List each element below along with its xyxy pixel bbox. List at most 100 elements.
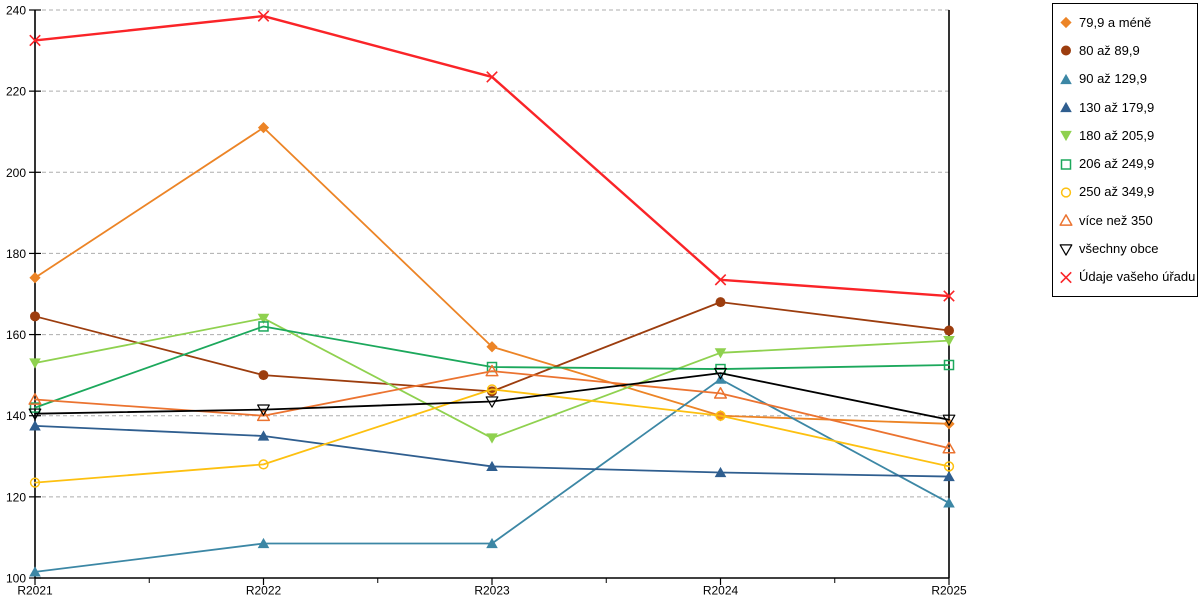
marker-triangle-down [28, 408, 42, 420]
marker-circle [943, 461, 955, 472]
marker-triangle-down [714, 348, 727, 359]
marker-x [486, 71, 498, 83]
legend-item: 90 až 129,9 [1059, 65, 1197, 93]
legend-marker-triangle-up-icon [1060, 73, 1072, 84]
marker-triangle-up [1060, 101, 1072, 113]
marker-x [714, 274, 727, 286]
series-9 [29, 10, 955, 302]
legend-label: více než 350 [1079, 212, 1153, 228]
marker-triangle-down [1059, 243, 1073, 256]
marker-triangle-up [714, 466, 727, 478]
marker-circle [715, 410, 726, 421]
marker-triangle-up [485, 364, 499, 377]
marker-triangle-up [486, 537, 498, 549]
y-axis-label: 180 [6, 247, 26, 261]
legend-marker-triangle-down-icon [1059, 243, 1073, 256]
legend-item: 80 až 89,9 [1059, 36, 1197, 64]
marker-circle [944, 325, 954, 336]
x-axis-label: R2022 [246, 584, 282, 598]
legend-item: 250 až 349,9 [1059, 178, 1197, 206]
marker-triangle-up [713, 387, 728, 399]
marker-diamond [1060, 17, 1072, 29]
y-axis-label: 160 [6, 328, 26, 342]
marker-triangle-up [486, 460, 498, 472]
marker-triangle-down [714, 367, 727, 380]
marker-diamond [29, 272, 41, 284]
legend-marker-triangle-down-icon [1060, 131, 1072, 142]
legend-label: 79,9 a méně [1079, 14, 1152, 30]
y-axis-label: 220 [6, 85, 26, 99]
legend-label: 180 až 205,9 [1079, 127, 1155, 143]
legend-marker-diamond-icon [1060, 17, 1072, 29]
legend-label: 90 až 129,9 [1079, 71, 1147, 87]
marker-circle [715, 297, 726, 308]
marker-square [1060, 158, 1072, 170]
marker-triangle-up [28, 393, 42, 405]
marker-triangle-down [29, 358, 41, 369]
series-line [33, 14, 951, 298]
legend-label: 80 až 89,9 [1079, 42, 1140, 58]
marker-circle [486, 384, 498, 395]
legend-label: 250 až 349,9 [1079, 184, 1155, 200]
legend-item: 180 až 205,9 [1059, 121, 1197, 149]
y-axis-label: 140 [6, 409, 26, 423]
marker-triangle-up [29, 566, 41, 577]
marker-circle [1061, 45, 1071, 56]
marker-circle [258, 370, 269, 381]
marker-triangle-up [257, 430, 270, 441]
legend-marker-triangle-up-icon [1060, 101, 1072, 113]
legend-label: 206 až 249,9 [1079, 156, 1155, 172]
marker-triangle-up [1060, 73, 1072, 84]
legend-item: 130 až 179,9 [1059, 93, 1197, 121]
marker-triangle-up [29, 420, 41, 431]
marker-circle [30, 311, 40, 322]
series-3 [29, 420, 955, 482]
series-8 [28, 367, 956, 426]
legend: 79,9 a méně 80 až 89,9 90 až 129,9 130 až 1… [1052, 3, 1198, 297]
marker-square [258, 321, 269, 332]
series-line [34, 325, 950, 409]
marker-square [943, 359, 955, 371]
marker-circle [258, 459, 269, 470]
marker-triangle-down [257, 313, 270, 324]
marker-triangle-down [943, 336, 955, 347]
y-axis-label: 100 [6, 572, 26, 586]
series-line [34, 317, 950, 439]
marker-square [29, 402, 41, 413]
series-5 [29, 321, 955, 413]
legend-label: 130 až 179,9 [1079, 99, 1155, 115]
marker-triangle-up [257, 537, 270, 549]
marker-diamond [943, 418, 955, 430]
marker-triangle-down [257, 404, 270, 416]
x-axis-label: R2025 [931, 584, 967, 598]
marker-x [1060, 271, 1072, 284]
legend-label: všechny obce [1079, 241, 1159, 257]
legend-marker-square-icon [1060, 158, 1072, 170]
legend-item: 206 až 249,9 [1059, 149, 1197, 177]
legend-item: všechny obce [1059, 234, 1197, 262]
marker-x [257, 10, 270, 22]
legend-item: Údaje vašeho úřadu [1059, 263, 1197, 291]
marker-diamond [486, 341, 498, 353]
marker-triangle-down [1060, 131, 1072, 142]
marker-triangle-up [943, 470, 955, 482]
marker-x [943, 290, 955, 302]
marker-triangle-up [943, 497, 955, 508]
legend-label: Údaje vašeho úřadu [1079, 269, 1196, 285]
y-axis-label: 200 [6, 166, 26, 180]
x-axis-label: R2023 [474, 584, 510, 598]
y-axis-label: 240 [6, 4, 26, 18]
marker-x [29, 34, 41, 47]
legend-marker-circle-icon [1061, 45, 1071, 56]
x-axis-label: R2021 [17, 584, 53, 598]
legend-item: více než 350 [1059, 206, 1197, 234]
series-1 [30, 297, 954, 397]
series-line [34, 388, 950, 484]
marker-circle [29, 477, 41, 488]
marker-circle [1060, 187, 1072, 198]
series-0 [29, 122, 955, 430]
series-6 [29, 384, 955, 488]
legend-marker-x-icon [1060, 271, 1072, 284]
